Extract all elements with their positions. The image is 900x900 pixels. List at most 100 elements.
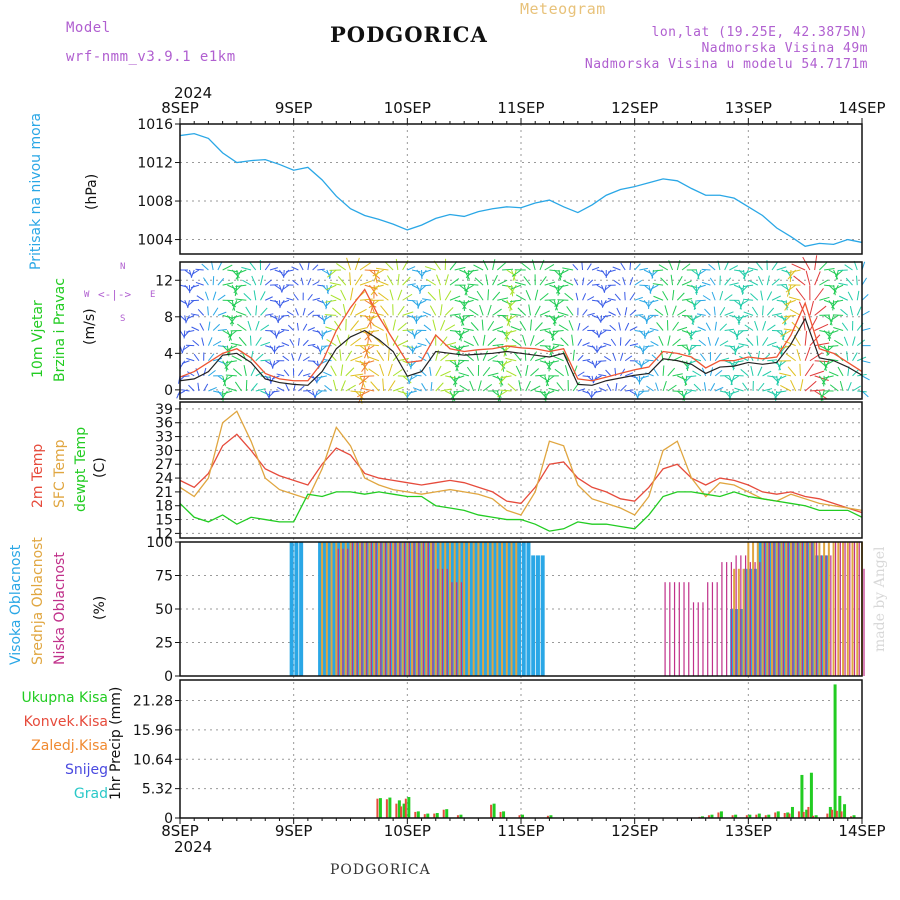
wind-barb bbox=[686, 375, 697, 378]
cloud-mid-bar bbox=[377, 542, 380, 676]
wind-barb bbox=[591, 266, 600, 271]
wind-barb bbox=[697, 284, 706, 289]
wind-barb bbox=[330, 365, 337, 377]
wind-barb bbox=[601, 284, 605, 293]
wind-barb bbox=[458, 359, 469, 362]
wind-barb bbox=[598, 387, 607, 392]
wind-barb bbox=[693, 299, 702, 308]
cloud-mid-bar bbox=[425, 542, 428, 676]
cloud-high-bar bbox=[763, 542, 768, 676]
wind-barb bbox=[707, 336, 711, 346]
wind-barb bbox=[521, 262, 531, 271]
precip-total-bar bbox=[710, 814, 714, 818]
wind-barb bbox=[260, 324, 270, 331]
wind-barb bbox=[332, 307, 342, 316]
temp-ytick-label: 18 bbox=[155, 499, 173, 515]
wind-barb bbox=[756, 335, 759, 346]
wind-barb bbox=[413, 330, 422, 337]
wind-barb bbox=[336, 334, 342, 346]
wind-barb bbox=[439, 304, 443, 316]
wind-barb bbox=[264, 263, 271, 271]
wind-barb bbox=[686, 299, 697, 306]
wind-barb bbox=[281, 299, 290, 304]
cloud-high-bar bbox=[384, 542, 389, 676]
wind-barb bbox=[514, 281, 526, 286]
cloud-high-bar bbox=[299, 542, 304, 676]
bottom-day-label: 13SEP bbox=[725, 822, 772, 840]
wind-barb bbox=[771, 278, 780, 286]
wind-barb bbox=[750, 293, 759, 301]
cloud-low-bar bbox=[702, 602, 704, 676]
cloud-mid-bar bbox=[453, 542, 456, 676]
cloud-low-bar bbox=[726, 562, 728, 676]
wind-barb bbox=[269, 299, 279, 303]
cloud-high-bar bbox=[772, 542, 777, 676]
cloud-mid-bar bbox=[771, 542, 774, 676]
cloud-low-bar bbox=[441, 568, 444, 676]
compass-n: N bbox=[120, 262, 126, 272]
wind-barb bbox=[577, 354, 584, 362]
wind-barb bbox=[424, 266, 436, 271]
wind-barb bbox=[603, 314, 612, 318]
wind-barb bbox=[510, 284, 517, 295]
wind-barb bbox=[235, 298, 247, 301]
wind-barb bbox=[179, 360, 186, 368]
wind-barb bbox=[705, 322, 711, 331]
wind-barb bbox=[314, 390, 323, 397]
wind-barb bbox=[638, 375, 645, 384]
wind-barb bbox=[487, 321, 495, 331]
wind-barb bbox=[544, 264, 555, 271]
wind-barb bbox=[312, 345, 320, 350]
cloud-high-bar bbox=[502, 542, 507, 676]
wind-barb bbox=[605, 269, 612, 277]
wind-ytick-label: 4 bbox=[164, 346, 173, 362]
wind-barb bbox=[227, 330, 238, 338]
wind-barb bbox=[245, 306, 252, 316]
wind-barb bbox=[703, 382, 707, 392]
wind-barb bbox=[847, 381, 852, 392]
wind-barb bbox=[776, 390, 787, 394]
precip-ytick-label: 10.64 bbox=[133, 752, 173, 768]
wind-barb bbox=[297, 353, 302, 361]
wind-barb bbox=[453, 375, 465, 380]
wind-barb bbox=[616, 307, 621, 316]
wind-barb bbox=[553, 315, 556, 326]
cloud-high-bar bbox=[460, 542, 465, 676]
wind-barb bbox=[322, 330, 332, 334]
wind-barb bbox=[776, 375, 787, 381]
wind-barb bbox=[557, 284, 569, 288]
wind-barb bbox=[814, 375, 829, 381]
wind-barb bbox=[572, 264, 579, 271]
wind-barb bbox=[402, 329, 414, 331]
wind-barb bbox=[686, 360, 689, 371]
cloud-low-bar bbox=[446, 568, 448, 676]
precip-conv-bar bbox=[456, 815, 459, 818]
wind-barb bbox=[317, 284, 325, 287]
wind-barb bbox=[729, 265, 739, 271]
cloud-mid-bar bbox=[444, 542, 447, 676]
cloud-low-bar bbox=[347, 548, 349, 676]
cloud-mid-bar bbox=[789, 542, 792, 676]
wind-barb bbox=[397, 340, 409, 347]
wind-barb bbox=[577, 388, 586, 392]
wind-barb bbox=[260, 390, 270, 396]
wind-barb bbox=[828, 299, 835, 310]
wind-barb bbox=[392, 386, 404, 392]
wind-barb bbox=[603, 299, 612, 305]
wind-barb bbox=[287, 324, 295, 331]
wind-barb bbox=[604, 355, 612, 362]
cloud-low-bar bbox=[711, 582, 714, 676]
wind-barb bbox=[359, 298, 373, 301]
cloud-high-bar bbox=[289, 542, 294, 676]
wind-barb bbox=[307, 278, 312, 286]
wind-barb bbox=[555, 300, 560, 311]
meteogram-label: Meteogram bbox=[520, 0, 606, 18]
wind-barb bbox=[740, 369, 749, 377]
wind-barb bbox=[710, 383, 716, 392]
wind-barb bbox=[296, 322, 299, 331]
wind-barb bbox=[487, 372, 499, 377]
wind-barb bbox=[379, 363, 385, 377]
wind-barb bbox=[591, 299, 600, 302]
wind-barb bbox=[235, 269, 247, 275]
wind-barb bbox=[692, 370, 702, 377]
